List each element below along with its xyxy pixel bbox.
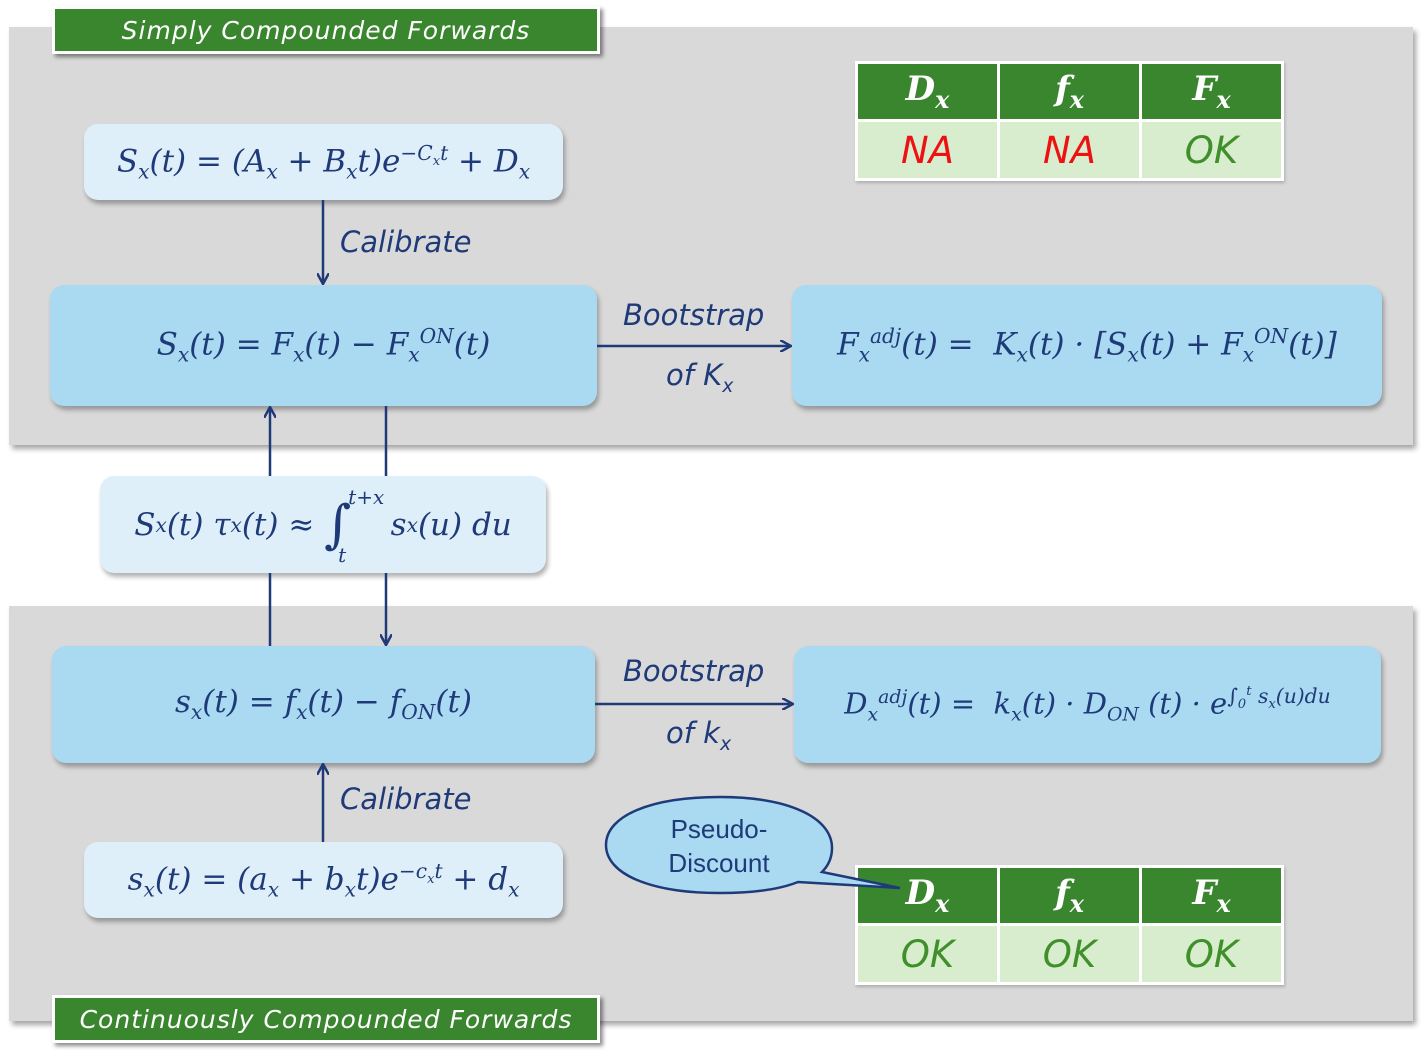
bottom-value-Fx: OK [1139,923,1284,985]
top-value-Fx: OK [1139,119,1284,181]
bottom-adjusted-discount-equation: Dxadj(t) = kx(t) · DON (t) · e∫0t sx(u)d… [794,646,1381,763]
top-spread-equation: Sx(t) = Fx(t) − FxON(t) [50,285,597,406]
bottom-banner: Continuously Compounded Forwards [52,995,600,1043]
bottom-spread-equation: sx(t) = fx(t) − fON(t) [52,646,595,763]
top-header-fx: fx [997,61,1142,122]
top-adjusted-forward-equation: Fxadj(t) = Kx(t) · [Sx(t) + FxON(t)] [792,285,1382,406]
top-banner: Simply Compounded Forwards [52,6,600,54]
top-of-k-label: of Kx [666,358,734,397]
top-calibration-equation: Sx(t) = (Ax + Bxt)e−Cxt + Dx [84,124,563,200]
top-header-Fx: Fx [1139,61,1284,122]
top-header-Dx: Dx [855,61,1000,122]
top-calibrate-label: Calibrate [340,225,472,259]
bottom-status-table: Dx fx Fx OK OK OK [855,865,1284,985]
top-status-table: Dx fx Fx NA NA OK [855,61,1284,181]
bottom-calibration-equation: sx(t) = (ax + bxt)e−cxt + dx [84,842,563,918]
top-value-Dx: NA [855,119,1000,181]
bottom-calibrate-label: Calibrate [340,782,472,816]
bottom-bootstrap-label: Bootstrap [623,654,765,688]
bottom-header-Fx: Fx [1139,865,1284,926]
top-value-fx: NA [997,119,1142,181]
bottom-of-k-label: of kx [666,716,732,755]
bottom-header-fx: fx [997,865,1142,926]
top-bootstrap-label: Bootstrap [623,298,765,332]
bottom-value-fx: OK [997,923,1142,985]
bottom-header-Dx: Dx [855,865,1000,926]
bottom-value-Dx: OK [855,923,1000,985]
